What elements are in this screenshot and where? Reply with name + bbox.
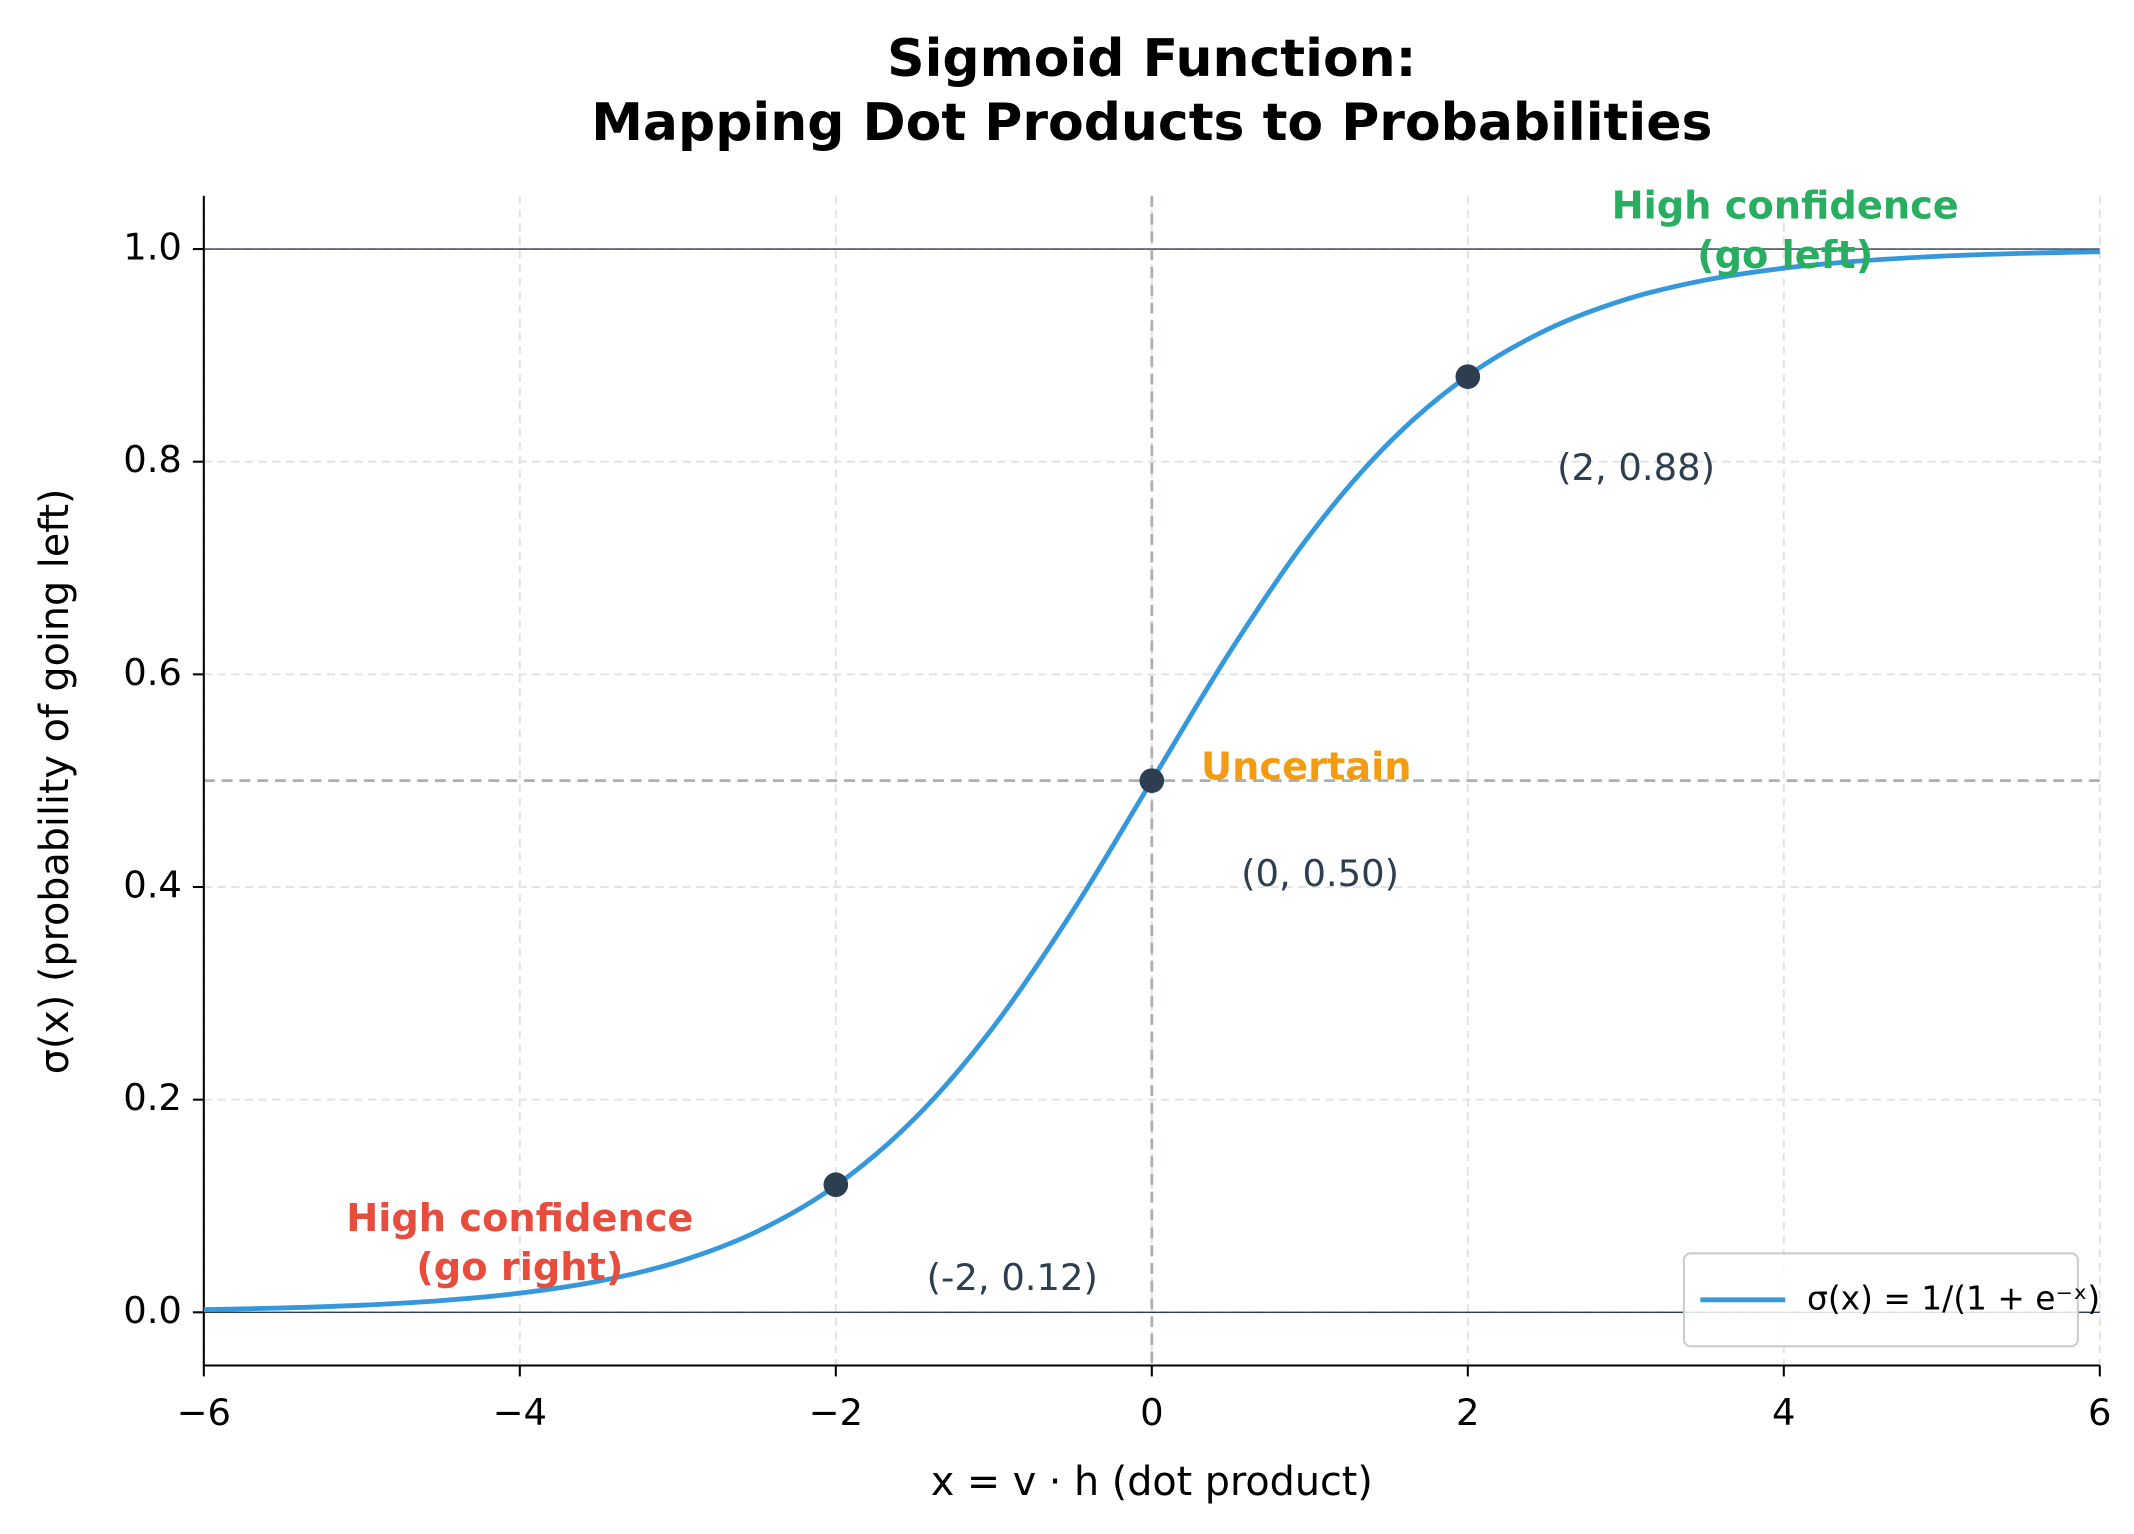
data-point xyxy=(1455,364,1481,389)
y-tick-label: 0.6 xyxy=(123,651,182,694)
y-tick-label: 1.0 xyxy=(123,226,182,269)
legend-label: σ(x) = 1/(1 + e⁻ˣ) xyxy=(1807,1279,2100,1317)
y-tick-label: 0.2 xyxy=(123,1076,182,1119)
y-axis-label: σ(x) (probability of going left) xyxy=(32,489,78,1075)
x-tick-label: −4 xyxy=(493,1391,547,1434)
chart-title: Sigmoid Function: xyxy=(887,29,1416,89)
chart-title: Mapping Dot Products to Probabilities xyxy=(591,93,1712,153)
point-label: (2, 0.88) xyxy=(1557,446,1715,489)
x-tick-label: −6 xyxy=(177,1391,231,1434)
data-point xyxy=(823,1172,849,1198)
legend-box xyxy=(1682,1252,2079,1348)
annotation: High confidence xyxy=(1612,184,1959,229)
y-tick-label: 0.0 xyxy=(123,1289,182,1332)
y-tick-label: 0.4 xyxy=(123,864,182,907)
point-label: (-2, 0.12) xyxy=(927,1256,1098,1299)
annotation: Uncertain xyxy=(1201,745,1411,790)
annotation: High confidence xyxy=(346,1196,693,1241)
x-tick-label: 2 xyxy=(1456,1391,1480,1434)
point-label: (0, 0.50) xyxy=(1241,852,1399,895)
annotation: (go right) xyxy=(416,1245,623,1290)
data-point xyxy=(1139,768,1165,793)
x-axis-label: x = v · h (dot product) xyxy=(931,1459,1373,1505)
x-tick-label: −2 xyxy=(809,1391,863,1434)
y-tick-label: 0.8 xyxy=(123,438,182,481)
x-tick-label: 6 xyxy=(2088,1391,2111,1434)
x-tick-label: 4 xyxy=(1772,1391,1795,1434)
annotation: (go left) xyxy=(1697,233,1873,278)
x-tick-label: 0 xyxy=(1140,1391,1164,1434)
